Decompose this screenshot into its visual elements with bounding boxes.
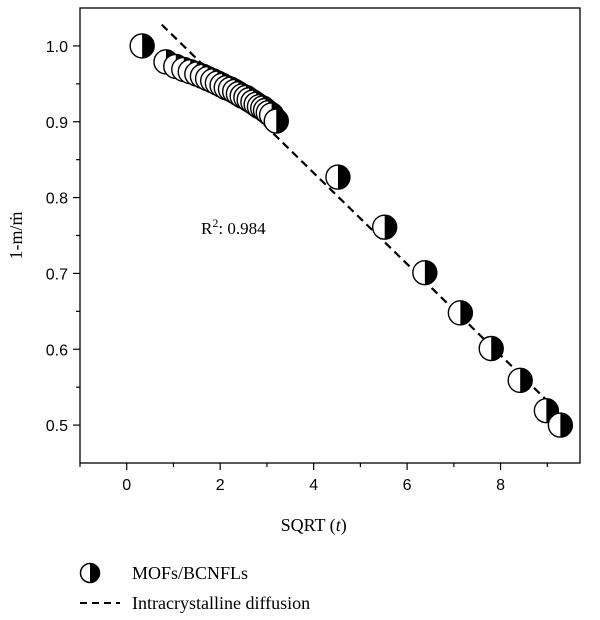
data-point-fill: [424, 260, 437, 285]
data-point: [129, 33, 155, 59]
x-tick-label: 2: [216, 477, 225, 494]
legend-label-mofs: MOFs/BCNFLs: [132, 562, 249, 583]
data-point-fill: [142, 33, 155, 58]
data-point-fill: [276, 108, 289, 133]
data-point: [325, 164, 351, 190]
y-tick-label: 0.6: [46, 342, 68, 359]
data-point-fill: [520, 368, 533, 393]
data-points: [129, 33, 574, 438]
data-point-fill: [384, 215, 397, 240]
x-tick-label: 0: [122, 477, 131, 494]
y-tick-label: 0.7: [46, 266, 68, 283]
data-point: [263, 108, 289, 134]
plot-frame: [79, 7, 581, 464]
legend: MOFs/BCNFLs Intracrystalline diffusion: [78, 558, 310, 618]
x-tick-label: 6: [403, 477, 412, 494]
data-point-fill: [560, 413, 573, 438]
legend-label-diffusion: Intracrystalline diffusion: [132, 592, 311, 613]
data-point-fill: [491, 336, 504, 361]
data-point: [478, 335, 504, 362]
y-tick-label: 0.5: [46, 418, 68, 435]
y-tick-label: 0.8: [46, 191, 68, 208]
legend-item-mofs: MOFs/BCNFLs: [78, 558, 310, 588]
x-tick-label: 8: [496, 477, 505, 494]
y-axis-ticks: 0.5 0.6 0.7 0.8 0.9 1.0: [46, 39, 80, 435]
data-point: [371, 214, 398, 240]
fit-line-group: [161, 23, 549, 402]
data-point: [547, 412, 574, 438]
legend-item-diffusion: Intracrystalline diffusion: [78, 588, 310, 618]
dashed-line-icon: [78, 591, 124, 615]
data-point: [412, 259, 438, 286]
plot-border: [79, 7, 581, 464]
y-tick-label: 1.0: [46, 39, 68, 56]
data-point-fill: [337, 165, 350, 190]
half-filled-circle-icon: [78, 561, 124, 585]
y-axis-title: 1-m/ṁ: [6, 212, 26, 260]
diffusion-fit-line: [161, 23, 549, 402]
y-tick-label: 0.9: [46, 115, 68, 132]
data-point: [507, 367, 533, 394]
data-point: [447, 300, 474, 326]
x-tick-label: 4: [309, 477, 318, 494]
x-axis-ticks: 0 2 4 6 8: [79, 463, 548, 494]
data-point-fill: [460, 300, 473, 325]
x-axis-title: SQRT (t): [281, 515, 347, 536]
r-squared-annotation: R2: 0.984: [201, 216, 266, 238]
